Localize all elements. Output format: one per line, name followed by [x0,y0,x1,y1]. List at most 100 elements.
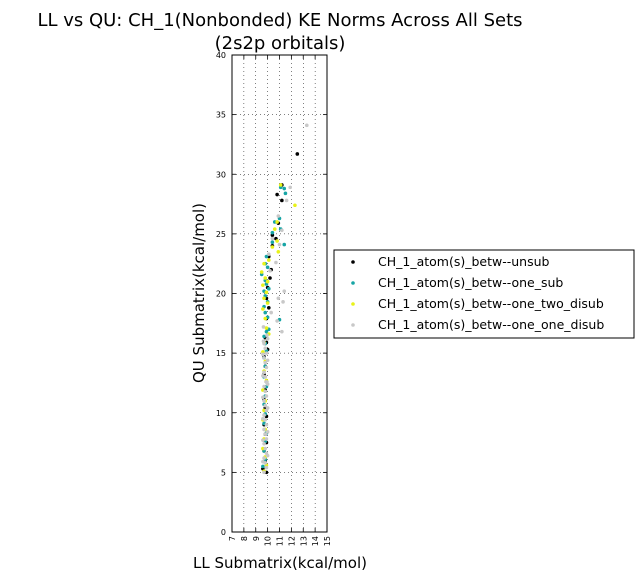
data-point [261,339,266,344]
y-tick-label: 10 [216,409,226,418]
data-point [276,214,281,218]
data-point [263,310,268,315]
data-point [275,319,279,323]
data-point [265,453,270,458]
data-point [265,430,270,434]
x-tick-label: 14 [311,536,320,546]
data-point [278,183,283,187]
x-tick-label: 7 [228,536,237,541]
y-tick-label: 30 [216,170,226,179]
data-point [280,198,284,203]
series-3 [261,123,309,475]
data-point [283,191,288,196]
data-point [261,459,265,464]
data-point [261,283,265,287]
data-point [264,465,269,470]
data-point [259,270,264,274]
plot-area [231,54,328,533]
data-points [259,123,309,475]
data-point [277,242,282,247]
data-point [264,422,269,427]
data-point [264,394,269,398]
data-point [262,399,266,403]
data-point [293,203,297,208]
data-point [280,329,284,334]
data-point [270,245,275,249]
data-point [276,296,281,301]
data-point [264,290,269,295]
data-point [269,310,273,315]
data-point [267,258,271,262]
data-point [270,230,275,235]
plot-frame [231,54,328,533]
data-point [265,358,270,363]
legend-marker [351,323,355,327]
data-point [262,296,266,301]
data-point [282,242,287,247]
x-tick-label: 11 [276,536,285,546]
data-point [263,446,268,451]
data-point [264,329,269,334]
data-point [261,325,266,329]
data-point [270,240,275,245]
data-point [263,360,268,365]
data-point [270,236,275,241]
data-point [267,306,271,310]
data-point [305,123,309,128]
data-point [262,261,266,266]
legend-marker [351,281,355,285]
y-tick-labels: 0 5 10 15 20 25 30 35 40 [216,51,226,537]
data-point [262,427,266,432]
data-point [265,337,270,341]
data-point [263,346,268,351]
data-point [267,252,271,256]
data-point [264,365,269,370]
x-tick-label: 9 [252,536,261,541]
data-point [262,470,266,475]
data-point [275,239,279,243]
x-tick-label: 8 [240,536,249,541]
data-point [268,276,272,280]
data-point [264,351,269,355]
data-point [265,382,270,386]
data-point [265,301,270,305]
legend-marker [351,302,355,306]
data-point [265,279,270,284]
data-point [265,333,269,338]
y-tick-label: 5 [221,468,226,477]
data-point [263,403,268,408]
data-point [262,413,266,417]
y-tick-label: 0 [221,528,226,537]
x-tick-label: 12 [287,536,296,546]
data-point [276,249,281,254]
data-point [288,185,292,190]
data-point [282,289,287,293]
legend-marker [351,260,355,264]
x-axis-label: LL Submatrix(kcal/mol) [193,554,367,572]
data-point [268,269,272,273]
data-point [262,334,266,339]
x-tick-label: 10 [264,536,273,546]
data-point [282,186,287,191]
data-point [261,373,265,378]
x-tick-label: 13 [299,536,308,546]
data-point [262,456,266,460]
legend-label: CH_1_atom(s)_betw--unsub [378,254,550,269]
data-point [284,198,289,203]
data-point [262,384,266,389]
data-point [262,370,266,375]
y-tick-label: 40 [216,51,226,60]
y-tick-label: 15 [216,349,226,358]
data-point [261,416,265,421]
data-point [267,286,271,291]
data-point [261,438,265,442]
data-point [275,192,279,197]
chart-title: LL vs QU: CH_1(Nonbonded) KE Norms Acros… [37,10,522,31]
data-point [262,441,266,446]
legend-label: CH_1_atom(s)_betw--one_one_disub [378,317,604,332]
data-point [275,220,279,224]
data-point [264,254,269,259]
data-point [263,432,268,437]
y-tick-label: 35 [216,111,226,120]
data-point [265,265,270,270]
